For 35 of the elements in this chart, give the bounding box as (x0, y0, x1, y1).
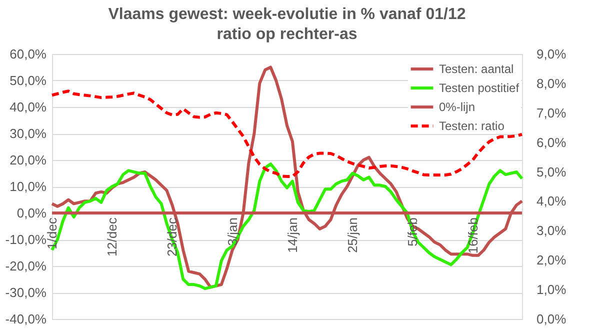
y-tick-label: -40,0% (5, 312, 47, 326)
legend-label: Testen: ratio (439, 119, 505, 133)
y-tick-label: 60,0% (10, 46, 47, 62)
y-tick-label: 0,0% (16, 206, 47, 220)
legend-label: 0%-lijn (439, 100, 476, 114)
y2-tick-label: 1,0% (536, 282, 567, 298)
y2-tick-label: 3,0% (536, 223, 567, 238)
y2-tick-label: 7,0% (536, 105, 567, 120)
x-tick-label: 12/dec (104, 217, 120, 257)
x-tick-label: 3/jan (224, 218, 240, 246)
y-tick-label: -20,0% (5, 258, 47, 274)
x-tick-label: 25/jan (345, 218, 360, 253)
x-tick-label: 23/dec (164, 217, 180, 257)
y-tick-label: 50,0% (10, 73, 47, 88)
y2-tick-label: 6,0% (536, 134, 567, 150)
y-tick-label: 30,0% (10, 126, 47, 141)
x-tick-label: 1/dec (44, 217, 60, 250)
y-tick-label: -10,0% (5, 232, 47, 247)
y-tick-label: 40,0% (10, 100, 47, 114)
y2-tick-label: 0,0% (536, 312, 567, 326)
legend-label: Testen: aantal (439, 62, 514, 76)
y2-tick-label: 5,0% (536, 164, 567, 180)
x-tick-label: 14/jan (284, 218, 300, 253)
y2-tick-label: 2,0% (536, 252, 567, 268)
chart-title: Vlaams gewest: week-evolutie in % vanaf 01/12 (108, 6, 466, 23)
chart-subtitle: ratio op rechter-as (216, 26, 358, 43)
x-tick-label: 16/feb (465, 218, 480, 254)
y2-tick-label: 9,0% (536, 46, 567, 62)
y-tick-label: 20,0% (10, 152, 47, 168)
legend-label: Testen postitief (439, 81, 520, 95)
y-tick-label: -30,0% (5, 285, 47, 300)
y-tick-label: 10,0% (10, 179, 47, 194)
y2-tick-label: 8,0% (536, 76, 567, 91)
y2-tick-label: 4,0% (536, 194, 567, 209)
x-tick-label: 5/feb (405, 218, 420, 246)
